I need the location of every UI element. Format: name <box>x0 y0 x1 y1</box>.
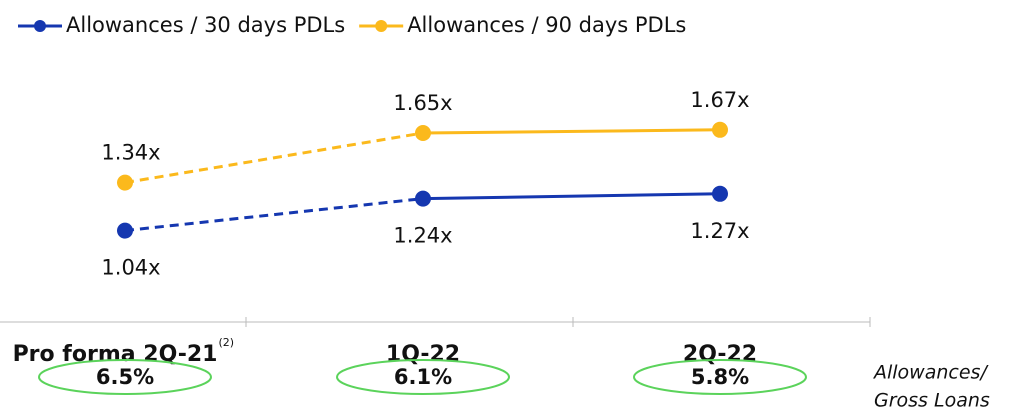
point <box>415 190 431 207</box>
line-segment <box>124 197 424 233</box>
ratio-value: 5.8% <box>691 365 749 389</box>
data-label: 1.27x <box>690 219 749 243</box>
point <box>712 185 728 202</box>
ratio-ellipse <box>38 359 212 395</box>
x-tick-label: 2Q-22 <box>683 342 757 367</box>
legend-marker <box>34 20 46 32</box>
ratio-value: 6.1% <box>394 365 452 389</box>
legend-marker <box>375 20 388 32</box>
superscript: (2) <box>218 336 234 349</box>
legend-label: Allowances / 30 days PDLs <box>66 13 345 37</box>
ratio-label: Allowances/ <box>872 362 989 384</box>
line-segment <box>124 131 424 185</box>
line-segment <box>422 192 721 201</box>
point <box>117 222 133 239</box>
data-label: 1.04x <box>101 256 160 280</box>
data-label: 1.65x <box>393 91 452 115</box>
x-tick-label: Pro forma 2Q-21 <box>13 342 218 367</box>
ratio-ellipse <box>633 359 807 395</box>
ratio-label: Gross Loans <box>874 390 990 412</box>
ratio-value: 6.5% <box>96 365 154 389</box>
line-segment <box>422 128 721 135</box>
legend-label: Allowances / 90 days PDLs <box>407 13 686 37</box>
data-label: 1.67x <box>690 88 749 112</box>
data-label: 1.24x <box>393 224 452 248</box>
x-tick-label: 1Q-22 <box>386 342 460 367</box>
point <box>712 121 728 138</box>
ratio-ellipse <box>336 359 510 395</box>
point <box>117 174 133 191</box>
data-label: 1.34x <box>101 141 160 165</box>
point <box>415 125 431 141</box>
